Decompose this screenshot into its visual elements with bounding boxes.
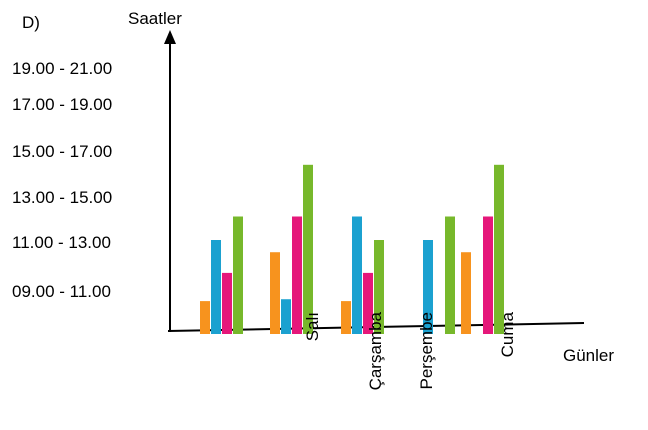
y-axis-arrow: [164, 30, 176, 44]
bar: [445, 216, 455, 334]
bar-groups: [200, 164, 504, 334]
y-tick-labels: 09.00 - 11.00 11.00 - 13.00 13.00 - 15.00 1…: [12, 59, 112, 301]
bar: [341, 301, 351, 334]
y-tick-label: 09.00 - 11.00: [12, 282, 111, 301]
x-tick-labels: Salı Çarşamba Perşembe Cuma: [303, 311, 517, 390]
bar: [374, 240, 384, 334]
x-axis-title: Günler: [563, 346, 614, 365]
y-tick-label: 13.00 - 15.00: [12, 188, 112, 207]
bar: [233, 216, 243, 334]
bar: [200, 301, 210, 334]
bar: [352, 216, 362, 334]
panel-label: D): [22, 13, 40, 32]
bar: [270, 252, 280, 334]
x-tick-label: Salı: [303, 312, 322, 341]
bar: [222, 272, 232, 334]
x-tick-label: Çarşamba: [366, 311, 385, 390]
x-tick-label: Cuma: [498, 311, 517, 357]
bar: [281, 299, 291, 334]
y-tick-label: 15.00 - 17.00: [12, 142, 112, 161]
bar: [423, 240, 433, 334]
y-tick-label: 17.00 - 19.00: [12, 95, 112, 114]
x-tick-label: Perşembe: [417, 312, 436, 389]
bar: [363, 272, 373, 334]
bar: [292, 216, 302, 334]
bar: [494, 164, 504, 334]
bar: [303, 164, 313, 334]
bar: [483, 216, 493, 334]
bar: [461, 252, 471, 334]
bar: [211, 240, 221, 334]
y-tick-label: 19.00 - 21.00: [12, 59, 112, 78]
y-axis-title: Saatler: [128, 9, 182, 28]
y-tick-label: 11.00 - 13.00: [12, 233, 111, 252]
